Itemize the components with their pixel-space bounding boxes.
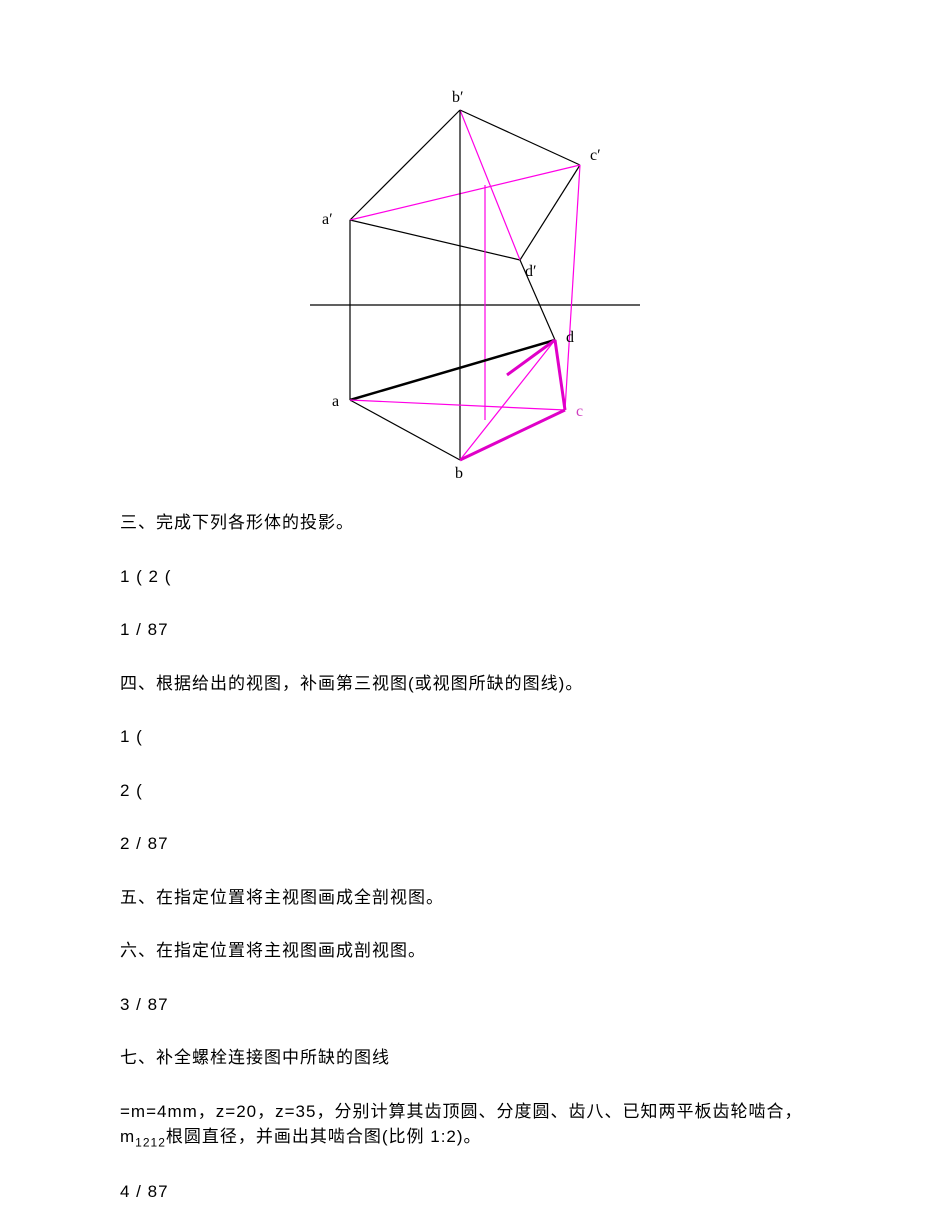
section-6-heading: 六、在指定位置将主视图画成剖视图。: [120, 938, 830, 964]
text-line: 2 (: [120, 778, 830, 804]
label-a: a: [332, 393, 339, 410]
diag-bp-dp: [460, 110, 520, 260]
edge-b-d-m: [460, 340, 555, 460]
page-marker: 3 / 87: [120, 992, 830, 1018]
label-c: c: [576, 403, 583, 420]
page-marker: 1 / 87: [120, 617, 830, 643]
edge-b-c-bold: [460, 410, 565, 460]
label-b-prime: b′: [452, 90, 464, 106]
label-b: b: [455, 465, 463, 480]
projection-diagram: a′ b′ c′ d′ a b c d: [310, 90, 640, 480]
edge-a-d: [350, 340, 555, 400]
section-7-heading: 七、补全螺栓连接图中所缺的图线: [120, 1045, 830, 1071]
page-marker: 2 / 87: [120, 831, 830, 857]
diagram-container: a′ b′ c′ d′ a b c d: [0, 0, 950, 510]
edge-dp-ap: [350, 220, 520, 260]
section-4-heading: 四、根据给出的视图，补画第三视图(或视图所缺的图线)。: [120, 671, 830, 697]
edge-ap-bp: [350, 110, 460, 220]
edge-a-b: [350, 400, 460, 460]
label-d: d: [566, 329, 574, 346]
subscript: 1212: [135, 1135, 166, 1149]
section-3-heading: 三、完成下列各形体的投影。: [120, 510, 830, 536]
text-line: 1 ( 2 (: [120, 564, 830, 590]
edge-a-c-m: [350, 400, 565, 410]
section-5-heading: 五、在指定位置将主视图画成全剖视图。: [120, 885, 830, 911]
label-c-prime: c′: [590, 147, 601, 164]
edge-cp-dp: [520, 165, 580, 260]
label-d-prime: d′: [525, 263, 537, 280]
edge-c-d-bold: [555, 340, 565, 410]
text-span: 根圆直径，并画出其啮合图(比例 1:2)。: [166, 1127, 482, 1146]
section-8-text: =m=4mm，z=20，z=35，分别计算其齿顶圆、分度圆、齿八、已知两平板齿轮…: [120, 1099, 830, 1152]
proj-c: [565, 165, 580, 410]
diag-ap-cp: [350, 165, 580, 220]
edge-bp-cp: [460, 110, 580, 165]
page-marker: 4 / 87: [120, 1179, 830, 1205]
text-line: 1 (: [120, 724, 830, 750]
label-a-prime: a′: [322, 211, 333, 228]
document-body: 三、完成下列各形体的投影。 1 ( 2 ( 1 / 87 四、根据给出的视图，补…: [0, 510, 950, 1205]
